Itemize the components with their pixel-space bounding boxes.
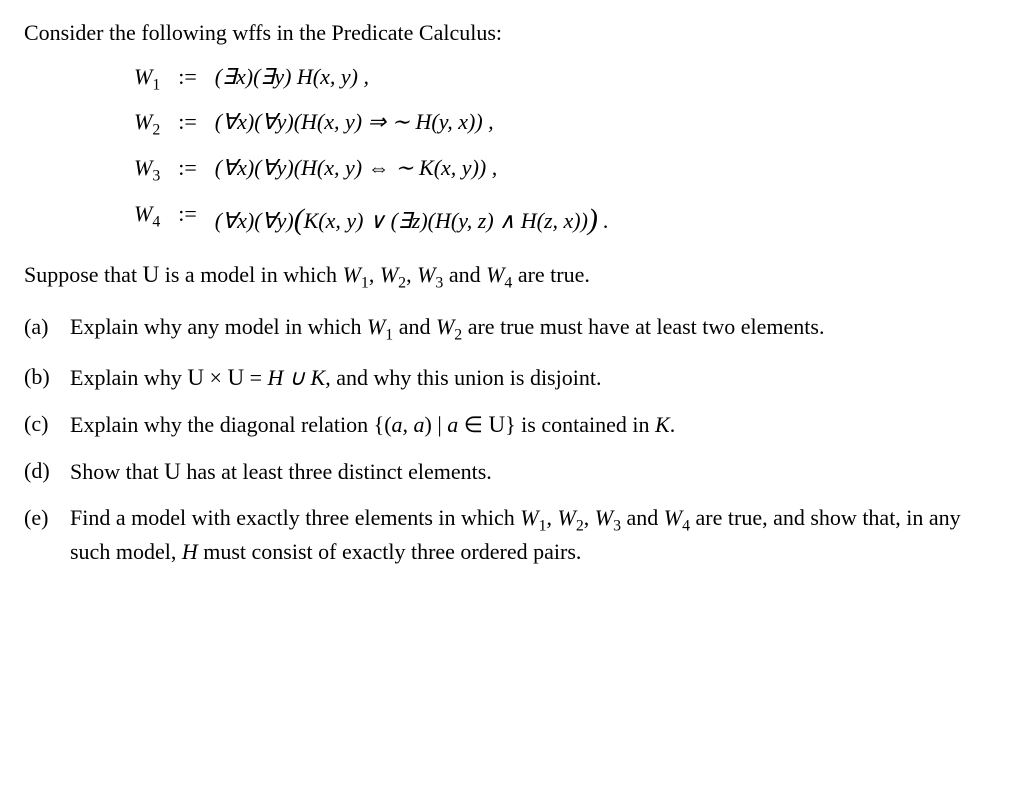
eqn-w1-assign: := <box>178 62 197 96</box>
w3: W <box>595 505 613 530</box>
part-e: (e) Find a model with exactly three elem… <box>24 503 1000 566</box>
sub: 4 <box>682 518 690 535</box>
text: Suppose that <box>24 262 143 287</box>
w4-mid: K(x, y) ∨ (∃z)(H(y, z) ∧ H(z, x)) <box>304 208 588 233</box>
eqn-w4-rhs: (∀x)(∀y)(K(x, y) ∨ (∃z)(H(y, z) ∧ H(z, x… <box>215 199 1000 239</box>
part-d: (d) Show that U has at least three disti… <box>24 456 1000 487</box>
a: a <box>447 412 458 437</box>
text: has at least three distinct elements. <box>181 459 492 484</box>
sep: , <box>369 262 380 287</box>
w-sub: 4 <box>152 213 160 230</box>
w1: W <box>520 505 538 530</box>
w-letter: W <box>134 155 152 180</box>
text: Find a model with exactly three elements… <box>70 505 520 530</box>
text: are true. <box>512 262 590 287</box>
sub1: 1 <box>361 274 369 291</box>
part-a-label: (a) <box>24 312 58 342</box>
text: must consist of exactly three ordered pa… <box>198 539 582 564</box>
eqn-w3-assign: := <box>178 153 197 187</box>
w4-pre: (∀x)(∀y) <box>215 208 294 233</box>
sep: , <box>406 262 417 287</box>
times: × <box>204 365 227 390</box>
w-letter: W <box>134 109 152 134</box>
w3: W <box>417 262 435 287</box>
w1: W <box>343 262 361 287</box>
w-letter: W <box>134 201 152 226</box>
sep: , <box>584 505 595 530</box>
w2: W <box>558 505 576 530</box>
h: H <box>182 539 198 564</box>
u: U <box>164 458 181 484</box>
equations-block: W1 := (∃x)(∃y) H(x, y) , W2 := (∀x)(∀y)(… <box>134 62 1000 239</box>
eqn-w1-rhs: (∃x)(∃y) H(x, y) , <box>215 62 1000 96</box>
w4: W <box>664 505 682 530</box>
sub: 2 <box>576 518 584 535</box>
and: and <box>443 262 486 287</box>
part-b: (b) Explain why U × U = H ∪ K, and why t… <box>24 362 1000 393</box>
part-e-label: (e) <box>24 503 58 533</box>
and: and <box>393 314 436 339</box>
text: , and why this union is disjoint. <box>325 365 601 390</box>
part-d-body: Show that U has at least three distinct … <box>70 456 1000 487</box>
u: U <box>488 411 505 437</box>
part-c-body: Explain why the diagonal relation {(a, a… <box>70 409 1000 440</box>
eqn-w3-label: W3 <box>134 153 160 187</box>
u1: U <box>187 364 204 390</box>
eqn-w2-assign: := <box>178 107 197 141</box>
part-c-label: (c) <box>24 409 58 439</box>
text: is a model in which <box>159 262 342 287</box>
model-u: U <box>143 261 160 287</box>
element-of: ∈ <box>458 412 488 437</box>
sub: 3 <box>613 518 621 535</box>
sub2: 2 <box>398 274 406 291</box>
text: Explain why any model in which <box>70 314 367 339</box>
huk: H ∪ K <box>268 365 326 390</box>
eqn-w3-rhs: (∀x)(∀y)(H(x, y) ⇔ ∼ K(x, y)) , <box>215 153 1000 187</box>
sep: , <box>547 505 558 530</box>
parts-list: (a) Explain why any model in which W1 an… <box>24 312 1000 567</box>
eqn-w4-label: W4 <box>134 199 160 239</box>
aa: a, a <box>392 412 425 437</box>
w4-post: . <box>598 208 609 233</box>
intro-text: Consider the following wffs in the Predi… <box>24 18 1000 48</box>
suppose-text: Suppose that U is a model in which W1, W… <box>24 259 1000 294</box>
text: ) | <box>425 412 448 437</box>
text: Explain why the diagonal relation {( <box>70 412 392 437</box>
w4: W <box>486 262 504 287</box>
text: are true must have at least two elements… <box>462 314 824 339</box>
w-sub: 1 <box>152 76 160 93</box>
part-c: (c) Explain why the diagonal relation {(… <box>24 409 1000 440</box>
part-d-label: (d) <box>24 456 58 486</box>
part-a: (a) Explain why any model in which W1 an… <box>24 312 1000 346</box>
eq: = <box>244 365 267 390</box>
w-letter: W <box>134 64 152 89</box>
eqn-w1-label: W1 <box>134 62 160 96</box>
part-e-body: Find a model with exactly three elements… <box>70 503 1000 566</box>
big-open-paren: ( <box>294 204 304 236</box>
text: Explain why <box>70 365 187 390</box>
u2: U <box>227 364 244 390</box>
eqn-w2-label: W2 <box>134 107 160 141</box>
w2: W <box>380 262 398 287</box>
eqn-w4-assign: := <box>178 199 197 239</box>
text: } is contained in <box>505 412 655 437</box>
text: Show that <box>70 459 164 484</box>
w2: W <box>436 314 454 339</box>
sub: 1 <box>385 326 393 343</box>
and: and <box>621 505 664 530</box>
part-b-body: Explain why U × U = H ∪ K, and why this … <box>70 362 1000 393</box>
eqn-w2-rhs: (∀x)(∀y)(H(x, y) ⇒ ∼ H(y, x)) , <box>215 107 1000 141</box>
sub: 1 <box>539 518 547 535</box>
w1: W <box>367 314 385 339</box>
w-sub: 2 <box>152 122 160 139</box>
big-close-paren: ) <box>588 204 598 236</box>
part-a-body: Explain why any model in which W1 and W2… <box>70 312 1000 346</box>
k: K <box>655 412 670 437</box>
dot: . <box>670 412 676 437</box>
w-sub: 3 <box>152 168 160 185</box>
part-b-label: (b) <box>24 362 58 392</box>
